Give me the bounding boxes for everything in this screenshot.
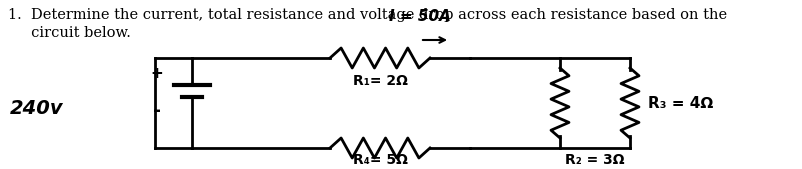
Text: R₄= 5Ω: R₄= 5Ω [352, 153, 407, 167]
Text: R₁= 2Ω: R₁= 2Ω [352, 74, 407, 88]
Text: I = 50A: I = 50A [389, 9, 451, 24]
Text: 240v: 240v [10, 99, 63, 117]
Text: +: + [151, 66, 163, 80]
Text: circuit below.: circuit below. [8, 26, 131, 40]
Text: R₃ = 4Ω: R₃ = 4Ω [647, 95, 712, 111]
Text: 1.  Determine the current, total resistance and voltage drop across each resista: 1. Determine the current, total resistan… [8, 8, 727, 22]
Text: -: - [153, 102, 160, 120]
Text: R₂ = 3Ω: R₂ = 3Ω [565, 153, 624, 167]
